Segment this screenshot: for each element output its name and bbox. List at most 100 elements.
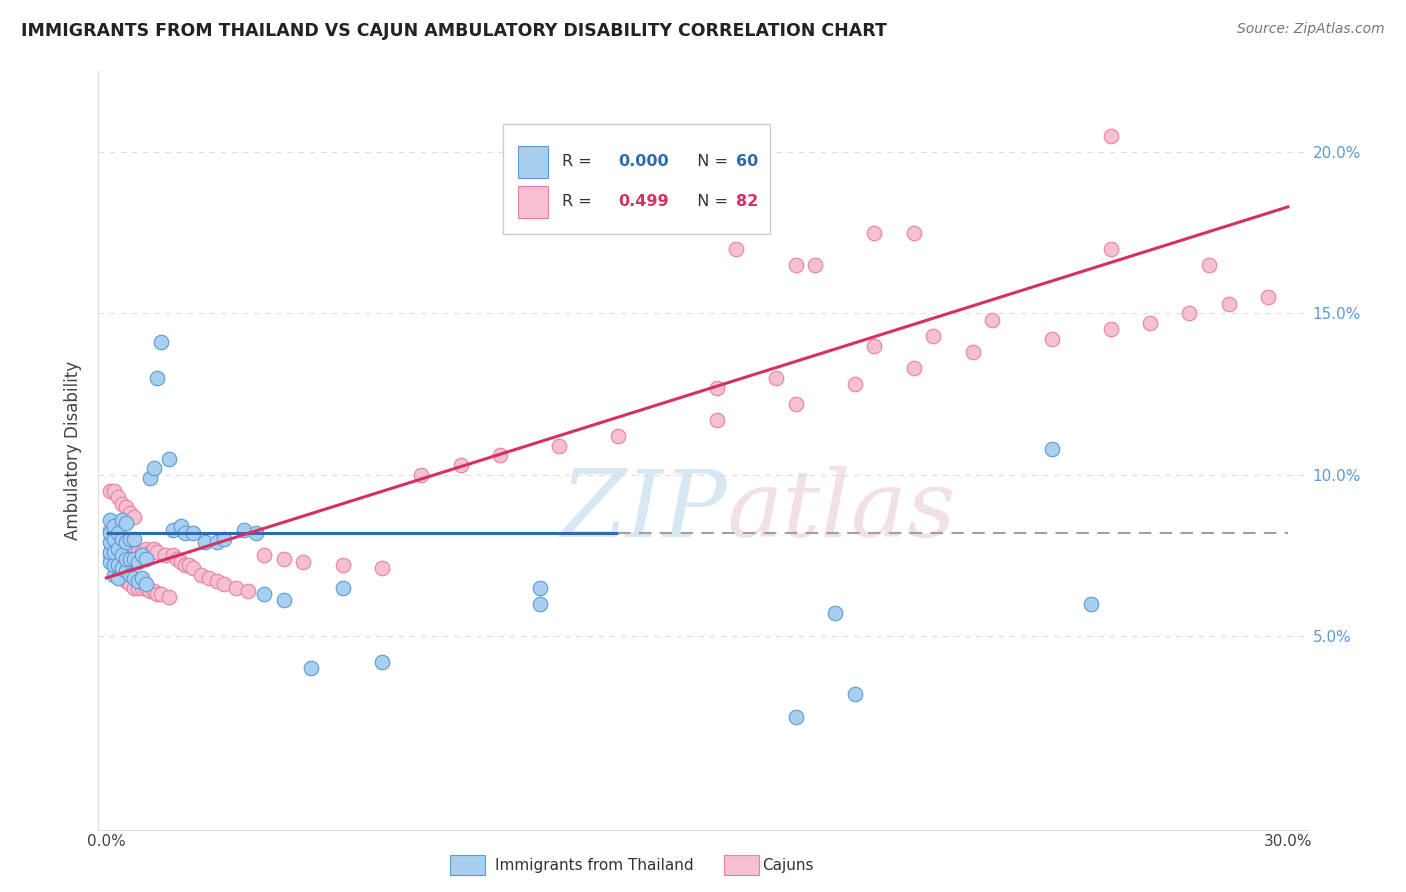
- FancyBboxPatch shape: [517, 186, 548, 218]
- Point: [962, 345, 984, 359]
- Point: [142, 541, 165, 556]
- Point: [190, 567, 212, 582]
- Point: [903, 361, 925, 376]
- Point: [135, 581, 157, 595]
- Point: [115, 500, 138, 514]
- Point: [1178, 306, 1201, 320]
- Point: [111, 532, 134, 546]
- Point: [146, 587, 169, 601]
- Point: [844, 687, 866, 701]
- Point: [98, 513, 121, 527]
- Point: [107, 490, 129, 504]
- Point: [166, 551, 188, 566]
- Text: 0.499: 0.499: [619, 194, 669, 210]
- Point: [1257, 290, 1279, 304]
- Point: [98, 525, 121, 540]
- Point: [103, 558, 125, 572]
- Point: [1080, 597, 1102, 611]
- Point: [607, 429, 630, 443]
- Point: [131, 571, 153, 585]
- Point: [863, 338, 886, 352]
- Point: [131, 549, 153, 563]
- Point: [122, 581, 145, 595]
- Point: [131, 545, 153, 559]
- Point: [174, 558, 197, 572]
- Point: [706, 380, 728, 394]
- Point: [138, 545, 160, 559]
- Point: [1198, 258, 1220, 272]
- Point: [529, 581, 551, 595]
- Point: [111, 535, 134, 549]
- Point: [225, 581, 247, 595]
- Point: [162, 549, 184, 563]
- Point: [107, 571, 129, 585]
- Text: R =: R =: [561, 154, 596, 169]
- Point: [146, 371, 169, 385]
- Point: [103, 525, 125, 540]
- Point: [98, 549, 121, 563]
- Point: [785, 709, 807, 723]
- Point: [170, 555, 193, 569]
- Point: [1040, 332, 1063, 346]
- Point: [922, 329, 945, 343]
- Text: 0.000: 0.000: [619, 154, 669, 169]
- Point: [107, 558, 129, 572]
- Point: [177, 558, 200, 572]
- Point: [98, 483, 121, 498]
- Point: [122, 509, 145, 524]
- FancyBboxPatch shape: [517, 145, 548, 178]
- Point: [181, 561, 204, 575]
- Y-axis label: Ambulatory Disability: Ambulatory Disability: [65, 361, 83, 540]
- Point: [103, 519, 125, 533]
- Text: IMMIGRANTS FROM THAILAND VS CAJUN AMBULATORY DISABILITY CORRELATION CHART: IMMIGRANTS FROM THAILAND VS CAJUN AMBULA…: [21, 22, 887, 40]
- Point: [157, 591, 180, 605]
- Point: [844, 377, 866, 392]
- Point: [214, 577, 236, 591]
- Point: [111, 513, 134, 527]
- Point: [1139, 316, 1161, 330]
- Point: [450, 458, 472, 472]
- Point: [863, 226, 886, 240]
- Point: [115, 565, 138, 579]
- Point: [107, 541, 129, 556]
- Point: [115, 551, 138, 566]
- Text: Source: ZipAtlas.com: Source: ZipAtlas.com: [1237, 22, 1385, 37]
- Text: 82: 82: [735, 194, 758, 210]
- Text: N =: N =: [688, 194, 734, 210]
- Point: [194, 535, 217, 549]
- Point: [725, 242, 748, 256]
- Point: [107, 525, 129, 540]
- Point: [127, 581, 149, 595]
- Point: [299, 661, 322, 675]
- Point: [118, 541, 141, 556]
- Point: [118, 551, 141, 566]
- Point: [122, 571, 145, 585]
- Point: [273, 593, 295, 607]
- Point: [1218, 296, 1240, 310]
- Point: [253, 587, 276, 601]
- Point: [135, 551, 157, 566]
- Point: [103, 558, 125, 572]
- Point: [236, 583, 259, 598]
- Point: [157, 451, 180, 466]
- Point: [903, 226, 925, 240]
- Point: [118, 577, 141, 591]
- Point: [127, 574, 149, 588]
- Point: [115, 539, 138, 553]
- Point: [138, 583, 160, 598]
- Point: [162, 523, 184, 537]
- Point: [214, 532, 236, 546]
- Point: [1099, 322, 1122, 336]
- Text: R =: R =: [561, 194, 596, 210]
- Point: [174, 525, 197, 540]
- FancyBboxPatch shape: [503, 124, 769, 235]
- Point: [824, 607, 846, 621]
- Text: Cajuns: Cajuns: [762, 858, 814, 872]
- Point: [273, 551, 295, 566]
- Point: [150, 335, 173, 350]
- Point: [111, 571, 134, 585]
- Point: [98, 555, 121, 569]
- Point: [371, 561, 394, 575]
- Point: [118, 567, 141, 582]
- Point: [107, 567, 129, 582]
